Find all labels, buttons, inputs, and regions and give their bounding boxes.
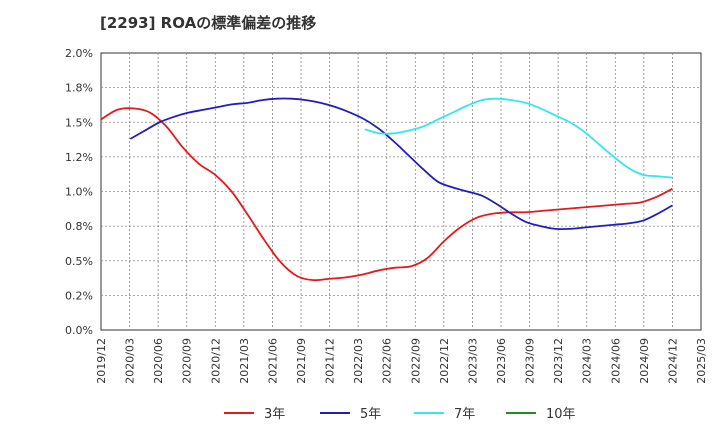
legend-item: 5年	[320, 407, 381, 422]
chart-title: [2293] ROAの標準偏差の推移	[100, 14, 317, 32]
series-line-7年	[364, 97, 673, 179]
x-tick-label: 2020/06	[152, 338, 165, 384]
x-tick-label: 2023/06	[495, 338, 508, 384]
legend: 3年 5年 7年 10年	[224, 407, 576, 422]
y-tick-label: 0.0%	[65, 324, 93, 337]
y-tick-label: 2.0%	[65, 47, 93, 60]
y-tick-label: 1.2%	[65, 151, 93, 164]
x-tick-label: 2023/09	[524, 338, 537, 384]
x-tick-label: 2023/12	[552, 338, 565, 384]
x-tick-label: 2021/12	[324, 338, 337, 384]
legend-label: 7年	[454, 407, 475, 422]
x-tick-label: 2020/09	[181, 338, 194, 384]
x-tick-label: 2020/03	[124, 338, 137, 384]
x-tick-label: 2021/03	[238, 338, 251, 384]
x-tick-label: 2020/12	[209, 338, 222, 384]
x-tick-label: 2021/06	[266, 338, 279, 384]
y-tick-label: 1.5%	[65, 116, 93, 129]
x-tick-label: 2022/09	[409, 338, 422, 384]
legend-item: 3年	[224, 407, 285, 422]
x-tick-label: 2019/12	[95, 338, 108, 384]
y-tick-label: 0.5%	[65, 255, 93, 268]
axis-layer: 0.0% 0.2% 0.5% 0.8% 1.0% 1.2% 1.5% 1.8% 2.0% 2019…	[65, 47, 708, 384]
legend-label: 5年	[360, 407, 381, 422]
grid-layer	[100, 52, 702, 331]
series-line-5年	[129, 97, 673, 231]
y-tick-label: 1.0%	[65, 186, 93, 199]
y-tick-label: 0.8%	[65, 220, 93, 233]
x-tick-label: 2022/03	[352, 338, 365, 384]
legend-item: 10年	[506, 407, 576, 422]
x-tick-label: 2024/12	[666, 338, 679, 384]
legend-label: 10年	[546, 407, 576, 422]
x-tick-label: 2025/03	[695, 338, 708, 384]
x-tick-label: 2021/09	[295, 338, 308, 384]
series-line-3年	[100, 107, 673, 282]
x-tick-label: 2023/03	[466, 338, 479, 384]
series-layer	[100, 97, 673, 282]
legend-item: 7年	[414, 407, 475, 422]
x-tick-label: 2022/12	[438, 338, 451, 384]
x-tick-label: 2024/03	[581, 338, 594, 384]
x-tick-label: 2022/06	[381, 338, 394, 384]
y-tick-label: 1.8%	[65, 82, 93, 95]
legend-label: 3年	[264, 407, 285, 422]
x-tick-label: 2024/09	[638, 338, 651, 384]
x-tick-label: 2024/06	[609, 338, 622, 384]
y-tick-label: 0.2%	[65, 289, 93, 302]
